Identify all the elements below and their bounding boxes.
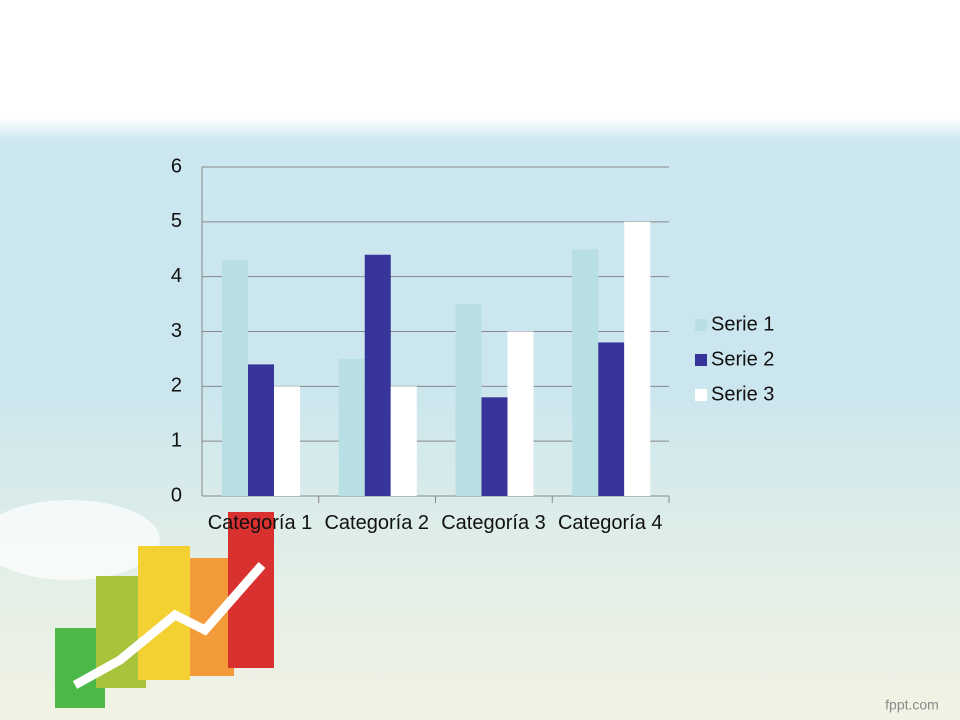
y-tick-label: 4 — [171, 265, 182, 287]
bar — [481, 397, 508, 496]
bar — [390, 386, 417, 496]
bar — [624, 221, 651, 497]
y-tick-label: 0 — [171, 484, 182, 506]
legend-swatch — [695, 319, 707, 331]
decoration — [0, 500, 274, 708]
bar — [274, 386, 300, 496]
legend-label: Serie 1 — [711, 313, 774, 335]
bar — [572, 249, 599, 496]
y-tick-label: 3 — [171, 320, 182, 342]
x-tick-label: Categoría 1 — [207, 512, 313, 534]
legend-swatch — [695, 389, 707, 401]
x-tick-label: Categoría 4 — [557, 512, 663, 534]
y-tick-label: 1 — [171, 429, 182, 451]
x-tick-label: Categoría 2 — [324, 512, 429, 534]
bar — [338, 358, 365, 496]
legend-label: Serie 2 — [711, 348, 774, 370]
bar — [364, 254, 391, 496]
bar — [222, 260, 248, 496]
x-tick-label: Categoría 3 — [441, 512, 546, 534]
legend-label: Serie 3 — [711, 383, 774, 405]
bar — [507, 331, 534, 496]
watermark: fppt.com — [885, 697, 939, 713]
bar — [248, 364, 274, 496]
bar — [455, 304, 482, 496]
legend-swatch — [695, 354, 707, 366]
y-tick-label: 5 — [171, 210, 182, 232]
y-tick-label: 2 — [171, 375, 182, 397]
y-tick-label: 6 — [171, 155, 182, 177]
bar — [598, 342, 625, 496]
